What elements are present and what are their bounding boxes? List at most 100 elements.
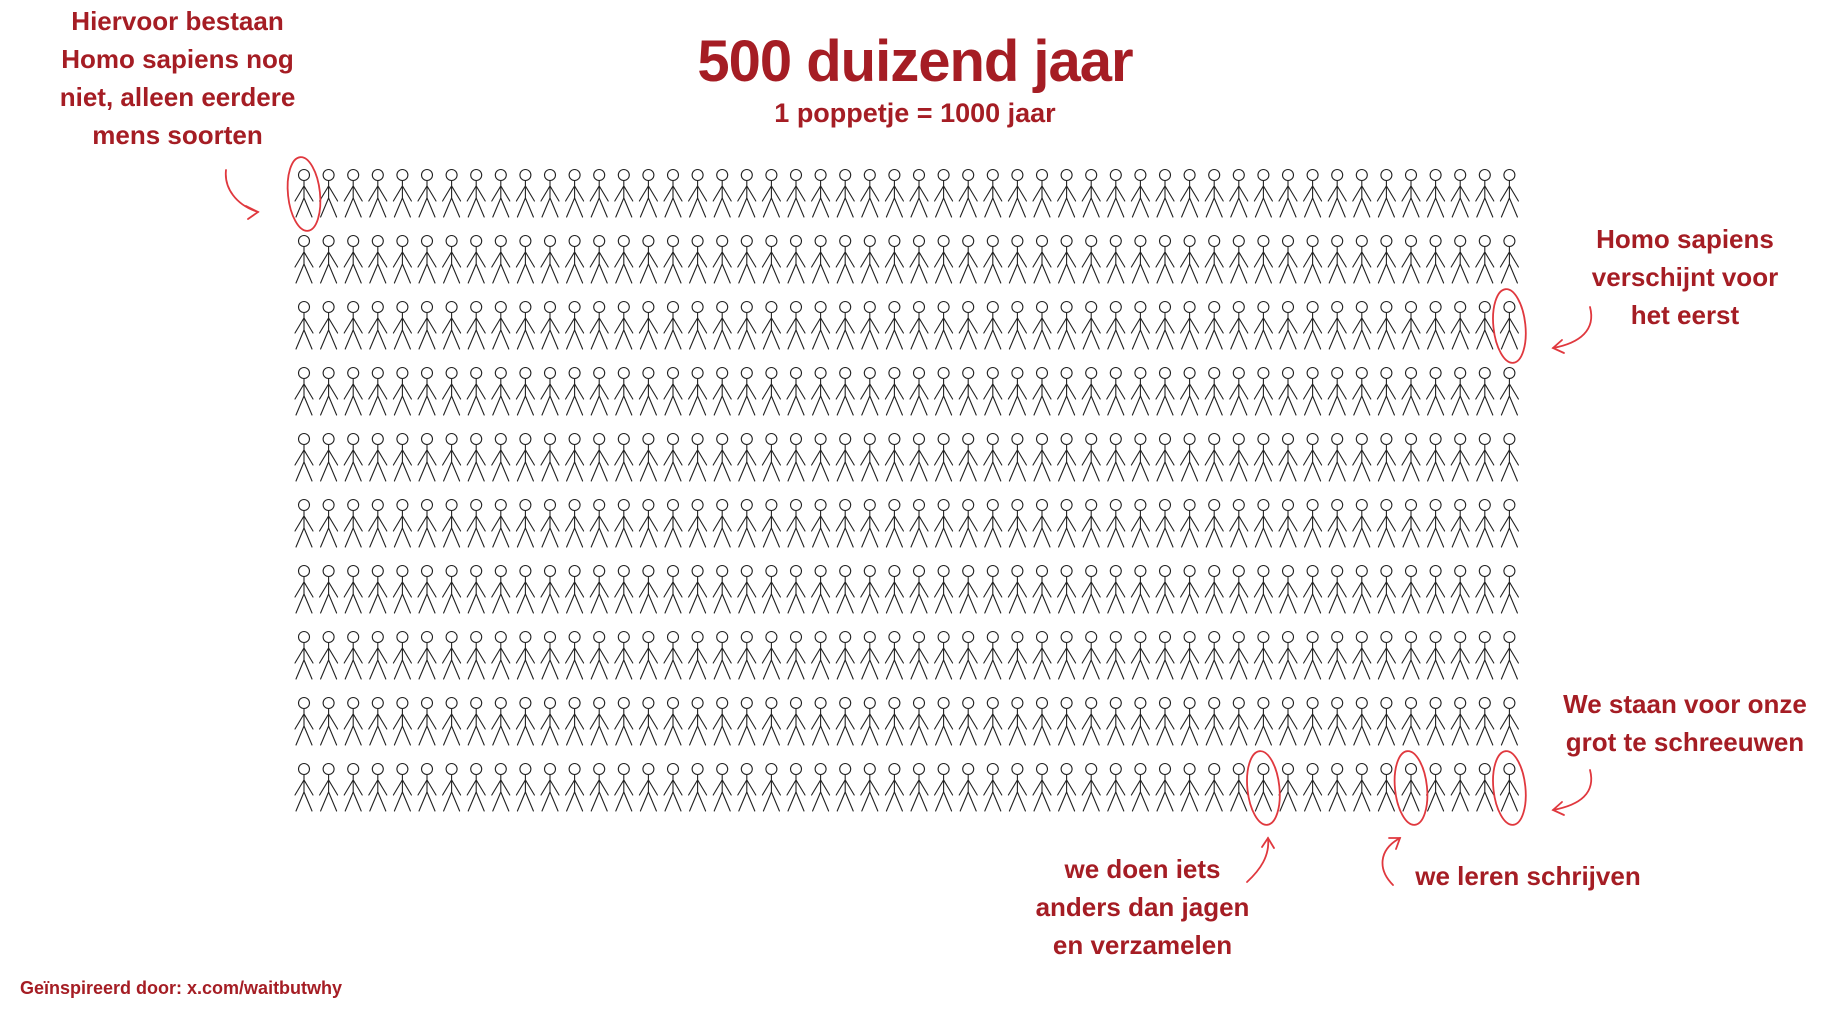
stick-figure [491, 300, 511, 350]
stick-figure [392, 366, 412, 416]
stick-figure [860, 432, 880, 482]
stick-figure [1032, 630, 1052, 680]
stick-figure [1401, 498, 1421, 548]
stick-figure [614, 168, 634, 218]
stick-figure [909, 300, 929, 350]
stick-figure [1352, 498, 1372, 548]
stick-figure [1204, 762, 1224, 812]
stick-figure [1007, 564, 1027, 614]
stick-figure [958, 498, 978, 548]
stick-figure [343, 234, 363, 284]
stick-figure [1007, 432, 1027, 482]
stick-figure [1057, 234, 1077, 284]
stick-figure [343, 696, 363, 746]
stick-figure [1278, 696, 1298, 746]
stick-figure [1401, 432, 1421, 482]
stick-figure [1450, 762, 1470, 812]
stick-figure [1426, 630, 1446, 680]
stick-figure [1229, 630, 1249, 680]
stick-figure [1278, 498, 1298, 548]
stick-figure [1426, 564, 1446, 614]
stick-figure [515, 366, 535, 416]
stick-figure [491, 696, 511, 746]
stick-figure [392, 762, 412, 812]
stick-figure [1499, 696, 1519, 746]
stick-figure [712, 762, 732, 812]
stick-figure [1081, 696, 1101, 746]
stick-figure [368, 366, 388, 416]
stick-figure [294, 234, 314, 284]
stick-figure [761, 696, 781, 746]
stick-figure [1155, 366, 1175, 416]
stick-figure [1081, 564, 1101, 614]
stick-figure [1401, 300, 1421, 350]
stick-figure [466, 498, 486, 548]
stick-figure [1155, 564, 1175, 614]
stick-figure [589, 234, 609, 284]
stick-figure [860, 696, 880, 746]
stick-figure [1426, 300, 1446, 350]
stick-figure [392, 630, 412, 680]
stick-figure [786, 168, 806, 218]
stick-figure [466, 630, 486, 680]
stick-figure [811, 432, 831, 482]
stick-figure [1229, 168, 1249, 218]
stick-figure [737, 168, 757, 218]
stick-figure [1278, 432, 1298, 482]
stick-figure [712, 300, 732, 350]
stick-figure [1106, 432, 1126, 482]
stick-figure [1450, 432, 1470, 482]
stick-figure [1229, 300, 1249, 350]
stick-figure [638, 366, 658, 416]
stick-figure [909, 564, 929, 614]
stick-figure [368, 432, 388, 482]
stick-figure [1057, 366, 1077, 416]
stick-figure [294, 168, 314, 218]
stick-figure [1303, 762, 1323, 812]
stick-figure [835, 564, 855, 614]
stick-figure [1475, 564, 1495, 614]
stick-figure [1327, 762, 1347, 812]
stick-figure [786, 630, 806, 680]
stick-figure [688, 432, 708, 482]
stick-figure [884, 366, 904, 416]
stick-figure [1204, 498, 1224, 548]
stick-figure [1327, 432, 1347, 482]
stick-figure [786, 432, 806, 482]
stick-figure [737, 630, 757, 680]
stick-figure [515, 696, 535, 746]
stick-figure [565, 300, 585, 350]
stick-figure [1081, 630, 1101, 680]
stick-figure [442, 366, 462, 416]
stick-figure [1278, 630, 1298, 680]
stick-figure [811, 564, 831, 614]
stick-figure [1229, 432, 1249, 482]
stick-figure [983, 564, 1003, 614]
stick-figure [1327, 630, 1347, 680]
highlight-circle [1492, 750, 1527, 826]
stick-figure [466, 564, 486, 614]
highlight-circle [1492, 288, 1527, 364]
stick-figure [1155, 762, 1175, 812]
stick-figure [1007, 168, 1027, 218]
stick-figure [737, 498, 757, 548]
stick-figure [1081, 366, 1101, 416]
stick-figure [1475, 366, 1495, 416]
stick-figure [663, 762, 683, 812]
stick-figure [1130, 234, 1150, 284]
stick-figure [934, 630, 954, 680]
stick-figure [1106, 300, 1126, 350]
annotation-writing: we leren schrijven [1415, 861, 1641, 891]
stick-figure [1278, 762, 1298, 812]
stick-figure [983, 432, 1003, 482]
stick-figure [1327, 168, 1347, 218]
stick-figure [638, 762, 658, 812]
stick-figure [638, 630, 658, 680]
stick-figure [1278, 300, 1298, 350]
stick-figure [1180, 564, 1200, 614]
stick-figure [1475, 300, 1495, 350]
stick-figure [712, 366, 732, 416]
stick-figure [761, 498, 781, 548]
stick-figure [294, 300, 314, 350]
stick-figure [417, 432, 437, 482]
